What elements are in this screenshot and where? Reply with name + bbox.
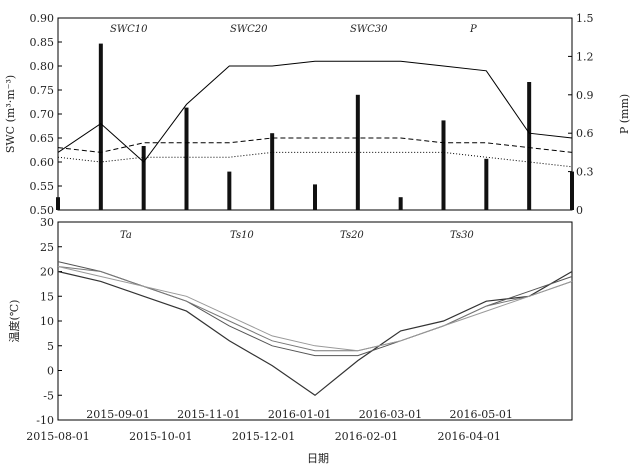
- precip-y-axis-label: P (mm): [618, 94, 631, 134]
- precip-y-tick-label: 0: [576, 204, 583, 217]
- swc-legend-entry: SWC20: [230, 24, 268, 35]
- temperature-series-line: [57, 266, 573, 352]
- temperature-legend-entry: Ta: [120, 230, 132, 241]
- temperature-series-line: [57, 270, 573, 397]
- precip-bar: [441, 120, 446, 210]
- precip-bar: [270, 133, 275, 210]
- x-tick-label-lower: 2015-08-01: [26, 430, 89, 443]
- swc-series-line: [57, 60, 573, 163]
- precip-bar: [227, 171, 232, 210]
- temperature-legend-entry: Ts20: [340, 230, 364, 241]
- x-tick-label-lower: 2015-12-01: [232, 430, 295, 443]
- x-tick-label-lower: 2016-02-01: [335, 430, 398, 443]
- swc-y-tick-label: 0.80: [30, 60, 55, 73]
- temperature-legend-entry: Ts30: [450, 230, 474, 241]
- precip-y-tick-label: 0.6: [576, 127, 594, 140]
- temperature-panel: -10 -5 0 5 10 15 20 25 30 温度(℃) Ta Ts10 Ts20 Ts30 2015…: [7, 216, 573, 443]
- swc-y-axis-label: SWC (m³·m⁻³): [4, 75, 17, 153]
- swc-y-tick-label: 0.50: [30, 204, 55, 217]
- precip-bar: [184, 107, 189, 210]
- precip-bar: [56, 197, 60, 210]
- temp-y-tick-label: 30: [40, 216, 54, 229]
- temperature-legend-entry: Ts10: [230, 230, 254, 241]
- swc-series-line: [57, 151, 573, 168]
- x-tick-label-upper: 2015-11-01: [177, 408, 240, 421]
- temp-y-tick-label: -10: [36, 414, 54, 427]
- swc-y-tick-label: 0.90: [30, 12, 55, 25]
- swc-precip-panel: 0.50 0.55 0.60 0.65 0.70 0.75 0.80 0.85 0.90 0 0.3…: [4, 12, 631, 217]
- swc-y-tick-label: 0.75: [30, 84, 55, 97]
- x-tick-label-lower: 2015-10-01: [129, 430, 192, 443]
- temp-y-tick-label: 20: [40, 266, 54, 279]
- x-tick-label-upper: 2016-05-01: [449, 408, 512, 421]
- x-tick-label-lower: 2016-04-01: [437, 430, 500, 443]
- precip-y-tick-label: 1.5: [576, 12, 594, 25]
- precip-y-tick-label: 0.3: [576, 166, 594, 179]
- precip-bar: [484, 158, 489, 210]
- x-tick-label-upper: 2015-09-01: [86, 408, 149, 421]
- temp-y-tick-label: 25: [40, 241, 54, 254]
- temp-y-tick-label: 15: [40, 290, 54, 303]
- swc-legend-entry: SWC30: [350, 24, 388, 35]
- swc-plot-frame: [57, 17, 573, 211]
- temp-y-tick-label: 5: [47, 340, 54, 353]
- precip-bar: [141, 146, 146, 210]
- temperature-plot-frame: [57, 221, 573, 421]
- precip-bar: [570, 171, 574, 210]
- swc-y-tick-label: 0.85: [30, 36, 55, 49]
- swc-y-tick-label: 0.70: [30, 108, 55, 121]
- precip-y-tick-label: 0.9: [576, 89, 594, 102]
- x-tick-label-upper: 2016-01-01: [268, 408, 331, 421]
- swc-y-tick-label: 0.60: [30, 156, 55, 169]
- swc-y-tick-label: 0.65: [30, 132, 55, 145]
- x-axis-label: 日期: [307, 452, 329, 465]
- temp-y-tick-label: 10: [40, 315, 54, 328]
- precip-y-tick-label: 1.2: [576, 50, 594, 63]
- x-tick-label-upper: 2016-03-01: [359, 408, 422, 421]
- precip-bar: [398, 197, 403, 210]
- swc-series-line: [57, 137, 573, 153]
- temperature-y-axis-label: 温度(℃): [7, 300, 21, 343]
- swc-legend-entry: P: [469, 24, 477, 35]
- swc-legend-entry: SWC10: [110, 24, 148, 35]
- precip-bar: [313, 184, 317, 210]
- temp-y-tick-label: 0: [47, 365, 54, 378]
- precip-bar: [98, 43, 103, 210]
- precip-bar: [527, 82, 532, 210]
- temp-y-tick-label: -5: [43, 389, 54, 402]
- swc-y-tick-label: 0.55: [30, 180, 55, 193]
